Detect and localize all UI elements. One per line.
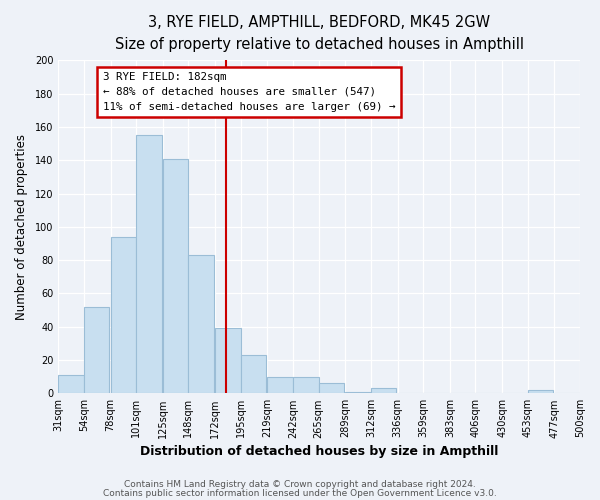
Bar xyxy=(528,390,553,394)
Bar xyxy=(241,355,266,394)
Bar xyxy=(268,376,293,394)
X-axis label: Distribution of detached houses by size in Ampthill: Distribution of detached houses by size … xyxy=(140,444,499,458)
Text: Contains HM Land Registry data © Crown copyright and database right 2024.: Contains HM Land Registry data © Crown c… xyxy=(124,480,476,489)
Bar xyxy=(215,328,241,394)
Bar xyxy=(371,388,397,394)
Text: 3 RYE FIELD: 182sqm
← 88% of detached houses are smaller (547)
11% of semi-detac: 3 RYE FIELD: 182sqm ← 88% of detached ho… xyxy=(103,72,395,112)
Bar xyxy=(110,237,136,394)
Bar xyxy=(58,375,84,394)
Bar xyxy=(293,376,319,394)
Title: 3, RYE FIELD, AMPTHILL, BEDFORD, MK45 2GW
Size of property relative to detached : 3, RYE FIELD, AMPTHILL, BEDFORD, MK45 2G… xyxy=(115,15,524,52)
Bar xyxy=(163,158,188,394)
Bar xyxy=(84,306,109,394)
Bar xyxy=(136,135,162,394)
Text: Contains public sector information licensed under the Open Government Licence v3: Contains public sector information licen… xyxy=(103,488,497,498)
Bar xyxy=(319,384,344,394)
Y-axis label: Number of detached properties: Number of detached properties xyxy=(15,134,28,320)
Bar xyxy=(345,392,371,394)
Bar xyxy=(188,255,214,394)
